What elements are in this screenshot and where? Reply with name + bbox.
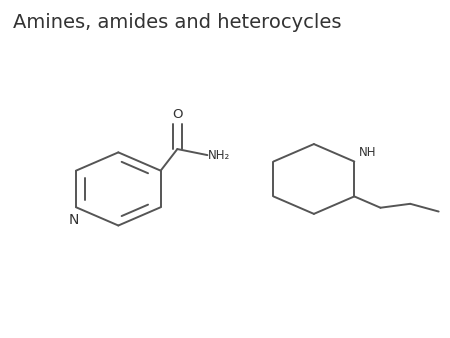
Text: Amines, amides and heterocycles: Amines, amides and heterocycles [13,13,341,32]
Text: NH: NH [359,146,376,159]
Text: O: O [172,108,183,121]
Text: N: N [68,213,78,227]
Text: NH₂: NH₂ [208,149,230,162]
